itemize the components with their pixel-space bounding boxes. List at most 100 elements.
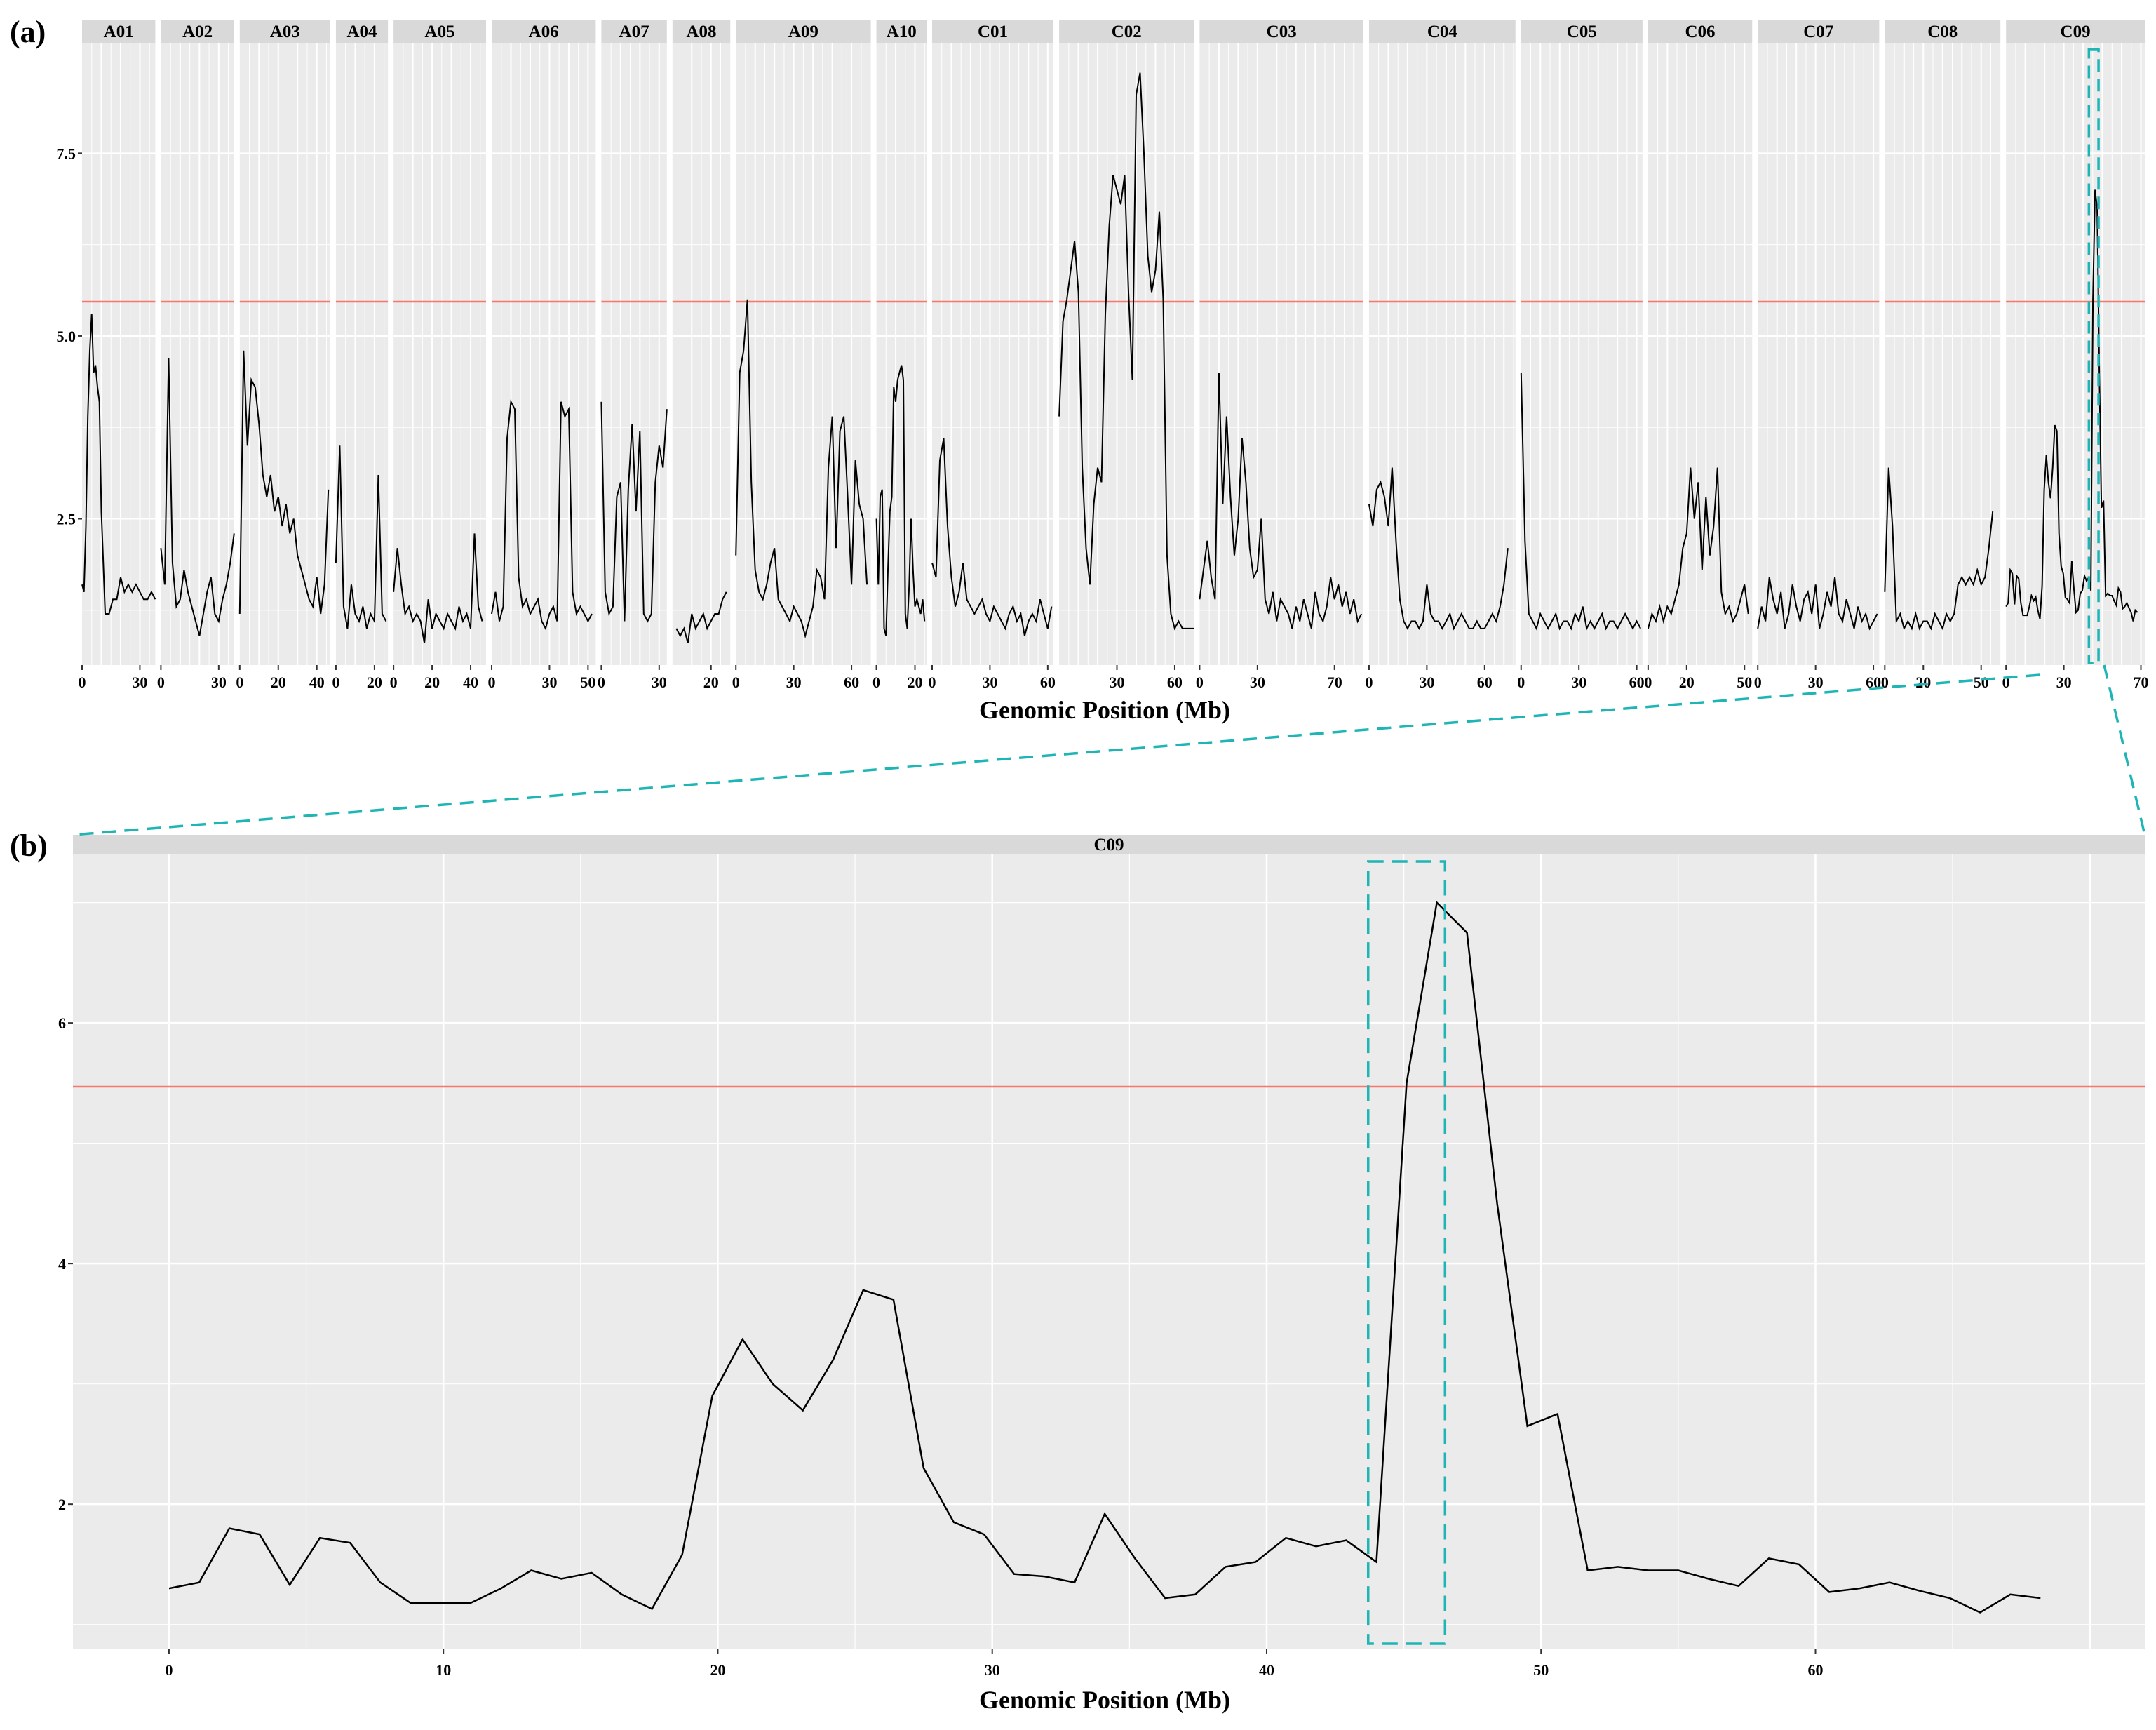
facet-signal-line: [600, 401, 668, 623]
facet-strip: [1199, 20, 1363, 43]
panel-b-x-axis-title: Genomic Position (Mb): [979, 1686, 1230, 1714]
x-tick-label: 0: [390, 673, 398, 691]
facet-a04: A04 0 20: [332, 20, 389, 691]
x-tick-label: 0: [157, 673, 165, 691]
facet-strip: [1059, 20, 1194, 43]
x-tick-label: 0: [1517, 673, 1525, 691]
facet-signal-line: [1884, 467, 1994, 631]
x-tick-label: 30: [1808, 673, 1824, 691]
facet-c09: C09 0 30 70: [2002, 20, 2149, 691]
facet-a10: A10 0 20: [872, 20, 927, 691]
facet-signal-line: [735, 299, 868, 639]
facet-panel-bg: [492, 43, 596, 665]
y-tick-label: 2.5: [57, 511, 76, 528]
x-tick-label: 40: [1259, 1661, 1274, 1679]
x-tick-label: 30: [541, 673, 557, 691]
x-tick-label: 30: [985, 1661, 1000, 1679]
panel-a-y-axis: 2.5 5.0 7.5: [57, 145, 82, 528]
facet-a03: A03 0 20 40: [236, 20, 330, 691]
x-tick-label: 0: [1365, 673, 1373, 691]
panel-a-faceted-chart: A01 0 30 A02 0 30 A03 0 20 40 A04 0 20 A05 0 20 40 A06 0 30…: [57, 20, 2149, 691]
facet-c05: C05 0 30 60: [1517, 20, 1645, 691]
panel-a-x-axis-title: Genomic Position (Mb): [979, 696, 1230, 724]
facet-strip-label: C04: [1427, 22, 1458, 41]
facet-strip: [876, 20, 927, 43]
facet-strip-label: C03: [1267, 22, 1297, 41]
facet-panel-bg: [1648, 43, 1753, 665]
x-tick-label: 0: [872, 673, 880, 691]
facet-panel-bg: [82, 43, 156, 665]
x-tick-label: 60: [1040, 673, 1056, 691]
facet-panel-bg: [161, 43, 234, 665]
facet-panel-bg: [1758, 43, 1880, 665]
x-tick-label: 20: [908, 673, 923, 691]
x-tick-label: 60: [844, 673, 859, 691]
x-tick-label: 20: [710, 1661, 725, 1679]
facet-a05: A05 0 20 40: [390, 20, 487, 691]
facet-signal-line: [238, 350, 330, 615]
facet-strip: [335, 20, 389, 43]
facet-signal-line: [931, 438, 1053, 636]
facet-strip-label: C05: [1567, 22, 1597, 41]
facet-a08: A08 20: [672, 20, 731, 691]
facet-c02: C02 30 60: [1058, 20, 1194, 691]
x-tick-label: 60: [1629, 673, 1645, 691]
x-tick-label: 30: [1419, 673, 1434, 691]
facet-signal-line: [1757, 577, 1878, 631]
y-tick-label: 5.0: [57, 328, 76, 345]
panel-b-strip: [73, 835, 2145, 854]
panel-a-label: (a): [10, 15, 46, 49]
facet-strip: [1648, 20, 1753, 43]
facet-signal-line: [875, 365, 926, 636]
facet-strip: [1368, 20, 1516, 43]
facet-strip-label: A03: [270, 22, 300, 41]
x-tick-label: 60: [1477, 673, 1493, 691]
facet-a01: A01 0 30: [79, 20, 156, 691]
zoom-connector-left: [72, 673, 2040, 836]
facet-signal-line: [1368, 467, 1509, 631]
facet-strip-label: C09: [2061, 22, 2091, 41]
x-tick-label: 0: [236, 673, 243, 691]
facet-strip-label: A04: [347, 22, 378, 41]
facet-strip-label: C07: [1803, 22, 1833, 41]
facet-strip: [161, 20, 234, 43]
facet-strip: [736, 20, 871, 43]
facet-strip: [1521, 20, 1643, 43]
facet-c07: C07 0 30 60: [1754, 20, 1881, 691]
x-tick-label: 20: [1679, 673, 1695, 691]
facet-panel-bg: [1521, 43, 1643, 665]
facet-signal-line: [335, 445, 387, 629]
x-tick-label: 40: [309, 673, 325, 691]
facet-strip-label: A08: [686, 22, 716, 41]
x-tick-label: 0: [79, 673, 86, 691]
facet-signal-line: [491, 399, 593, 631]
facet-strip: [601, 20, 667, 43]
facet-strip: [82, 20, 156, 43]
facet-strip: [672, 20, 731, 43]
facet-signal-line: [2005, 189, 2138, 622]
x-tick-label: 30: [132, 673, 147, 691]
facet-a07: A07 0 30: [598, 20, 668, 691]
x-tick-label: 10: [436, 1661, 451, 1679]
x-tick-label: 60: [1167, 673, 1183, 691]
facet-strip: [1885, 20, 2001, 43]
facet-c08: C08 0 20 50: [1881, 20, 2001, 691]
x-tick-label: 60: [1866, 673, 1881, 691]
x-tick-label: 60: [1807, 1661, 1823, 1679]
x-tick-label: 50: [1974, 673, 1989, 691]
x-tick-label: 20: [424, 673, 440, 691]
facet-panel-bg: [1368, 43, 1516, 665]
y-tick-label: 2: [58, 1496, 66, 1513]
facet-panel-bg: [239, 43, 330, 665]
x-tick-label: 20: [1915, 673, 1931, 691]
facet-strip-label: C06: [1685, 22, 1716, 41]
x-tick-label: 0: [1196, 673, 1204, 691]
x-tick-label: 30: [1250, 673, 1265, 691]
panel-b-label: (b): [10, 829, 48, 863]
x-tick-label: 30: [2056, 673, 2072, 691]
x-tick-label: 0: [2002, 673, 2010, 691]
facet-strip: [492, 20, 596, 43]
zoom-connector-lines: [72, 664, 2146, 836]
facet-signal-line: [1199, 373, 1363, 629]
